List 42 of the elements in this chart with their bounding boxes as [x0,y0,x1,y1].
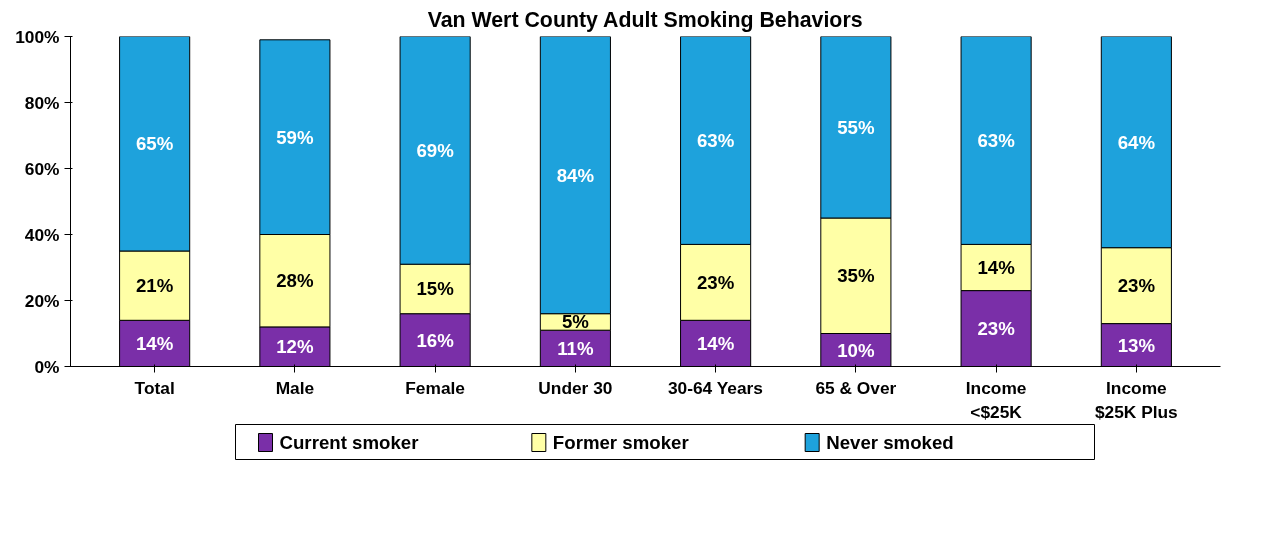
x-tick-label: 30-64 Years [667,377,764,398]
data-label: 63% [696,129,735,151]
x-tick-label: 65 & Over [815,377,897,398]
data-label: 84% [556,164,595,186]
x-tick-label: Income <$25K [965,377,1027,422]
data-label: 64% [1117,131,1156,153]
legend-label: Current smoker [279,432,419,453]
data-label: 14% [977,257,1016,278]
y-tick-label: 60% [24,158,60,179]
x-tick-label: Under 30 [538,377,613,398]
data-label: 14% [135,332,174,354]
x-tick-label: Female [405,377,466,398]
data-label: 5% [561,311,590,333]
data-label: 14% [696,332,735,354]
legend-label: Never smoked [826,432,954,453]
data-label: 59% [276,126,314,148]
data-label: 16% [416,329,455,351]
x-tick-label: Male [275,377,315,398]
data-label: 15% [416,278,455,300]
y-tick-label: 40% [24,224,60,245]
y-tick-label: 0% [34,356,60,377]
x-tick-label: Income $25K Plus [1094,377,1178,422]
data-label: 65% [135,133,174,155]
data-label: 69% [416,139,455,161]
data-label: 12% [276,336,314,358]
data-label: 11% [557,337,594,359]
data-label: 35% [837,265,875,287]
data-label: 13% [1117,334,1156,356]
data-label: 21% [135,275,174,297]
data-label: 23% [977,318,1016,340]
data-label: 10% [837,339,875,361]
data-label: 23% [696,271,735,293]
legend-label: Former smoker [552,432,689,453]
data-label: 28% [276,270,314,292]
data-label: 55% [837,116,875,138]
data-label: 63% [977,129,1016,151]
x-tick-label: Total [134,377,175,398]
data-label: 23% [1117,275,1156,297]
y-tick-label: 20% [24,290,60,311]
y-tick-label: 100% [15,26,60,47]
chart-title: Van Wert County Adult Smoking Behaviors [427,7,863,32]
y-tick-label: 80% [24,92,60,113]
